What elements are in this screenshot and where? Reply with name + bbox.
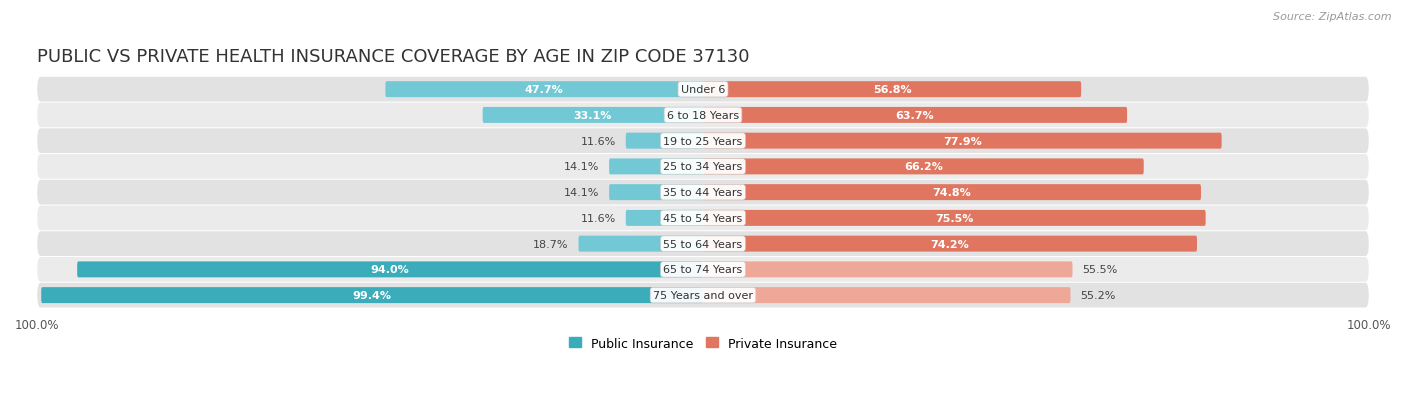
FancyBboxPatch shape [482,108,703,123]
Text: 55.2%: 55.2% [1080,290,1116,300]
FancyBboxPatch shape [626,133,703,149]
FancyBboxPatch shape [703,82,1081,98]
Text: 77.9%: 77.9% [943,136,981,146]
Text: 33.1%: 33.1% [574,111,612,121]
Text: Under 6: Under 6 [681,85,725,95]
FancyBboxPatch shape [77,262,703,278]
FancyBboxPatch shape [385,82,703,98]
FancyBboxPatch shape [578,236,703,252]
FancyBboxPatch shape [703,262,1073,278]
Text: 14.1%: 14.1% [564,188,599,198]
FancyBboxPatch shape [703,236,1197,252]
FancyBboxPatch shape [37,232,1369,256]
Text: 47.7%: 47.7% [524,85,564,95]
Text: 75.5%: 75.5% [935,214,973,223]
Text: 75 Years and over: 75 Years and over [652,290,754,300]
Text: Source: ZipAtlas.com: Source: ZipAtlas.com [1274,12,1392,22]
FancyBboxPatch shape [703,133,1222,149]
Text: 19 to 25 Years: 19 to 25 Years [664,136,742,146]
Text: 56.8%: 56.8% [873,85,911,95]
Text: 35 to 44 Years: 35 to 44 Years [664,188,742,198]
Text: 55.5%: 55.5% [1083,265,1118,275]
Text: 65 to 74 Years: 65 to 74 Years [664,265,742,275]
FancyBboxPatch shape [37,129,1369,154]
Legend: Public Insurance, Private Insurance: Public Insurance, Private Insurance [564,332,842,355]
Text: 74.8%: 74.8% [932,188,972,198]
FancyBboxPatch shape [703,185,1201,201]
FancyBboxPatch shape [37,78,1369,102]
Text: 14.1%: 14.1% [564,162,599,172]
Text: 63.7%: 63.7% [896,111,935,121]
FancyBboxPatch shape [609,185,703,201]
FancyBboxPatch shape [37,257,1369,282]
FancyBboxPatch shape [626,210,703,226]
FancyBboxPatch shape [703,210,1205,226]
Text: 11.6%: 11.6% [581,214,616,223]
FancyBboxPatch shape [37,154,1369,179]
FancyBboxPatch shape [37,103,1369,128]
FancyBboxPatch shape [609,159,703,175]
Text: 6 to 18 Years: 6 to 18 Years [666,111,740,121]
Text: 45 to 54 Years: 45 to 54 Years [664,214,742,223]
FancyBboxPatch shape [41,287,703,304]
FancyBboxPatch shape [703,159,1143,175]
Text: 94.0%: 94.0% [371,265,409,275]
FancyBboxPatch shape [703,287,1070,304]
Text: 11.6%: 11.6% [581,136,616,146]
Text: 18.7%: 18.7% [533,239,568,249]
Text: 99.4%: 99.4% [353,290,392,300]
Text: 74.2%: 74.2% [931,239,969,249]
Text: 55 to 64 Years: 55 to 64 Years [664,239,742,249]
Text: 66.2%: 66.2% [904,162,943,172]
Text: 25 to 34 Years: 25 to 34 Years [664,162,742,172]
Text: PUBLIC VS PRIVATE HEALTH INSURANCE COVERAGE BY AGE IN ZIP CODE 37130: PUBLIC VS PRIVATE HEALTH INSURANCE COVER… [37,48,749,66]
FancyBboxPatch shape [703,108,1128,123]
FancyBboxPatch shape [37,283,1369,308]
FancyBboxPatch shape [37,180,1369,205]
FancyBboxPatch shape [37,206,1369,231]
